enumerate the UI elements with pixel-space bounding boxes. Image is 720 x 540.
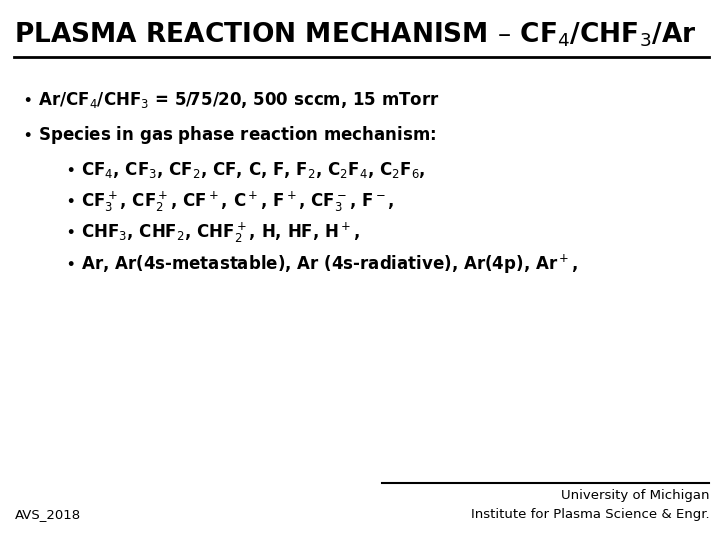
Text: PLASMA REACTION MECHANISM – CF$_4$/CHF$_3$/Ar: PLASMA REACTION MECHANISM – CF$_4$/CHF$_… [14, 21, 697, 49]
Text: $\bullet$ CF$_4$, CF$_3$, CF$_2$, CF, C, F, F$_2$, C$_2$F$_4$, C$_2$F$_6$,: $\bullet$ CF$_4$, CF$_3$, CF$_2$, CF, C,… [65, 160, 426, 180]
Text: $\bullet$ CF$_3^+$, CF$_2^+$, CF$^+$, C$^+$, F$^+$, CF$_3^-$, F$^-$,: $\bullet$ CF$_3^+$, CF$_2^+$, CF$^+$, C$… [65, 190, 394, 213]
Text: AVS_2018: AVS_2018 [14, 508, 81, 521]
Text: $\bullet$ Ar, Ar(4s-metastable), Ar (4s-radiative), Ar(4p), Ar$^+$,: $\bullet$ Ar, Ar(4s-metastable), Ar (4s-… [65, 252, 577, 276]
Text: $\bullet$ CHF$_3$, CHF$_2$, CHF$_2^+$, H, HF, H$^+$,: $\bullet$ CHF$_3$, CHF$_2$, CHF$_2^+$, H… [65, 221, 360, 245]
Text: $\bullet$ Species in gas phase reaction mechanism:: $\bullet$ Species in gas phase reaction … [22, 124, 436, 146]
Text: $\bullet$ Ar/CF$_4$/CHF$_3$ = 5/75/20, 500 sccm, 15 mTorr: $\bullet$ Ar/CF$_4$/CHF$_3$ = 5/75/20, 5… [22, 90, 439, 110]
Text: Institute for Plasma Science & Engr.: Institute for Plasma Science & Engr. [471, 508, 709, 521]
Text: University of Michigan: University of Michigan [561, 489, 709, 502]
